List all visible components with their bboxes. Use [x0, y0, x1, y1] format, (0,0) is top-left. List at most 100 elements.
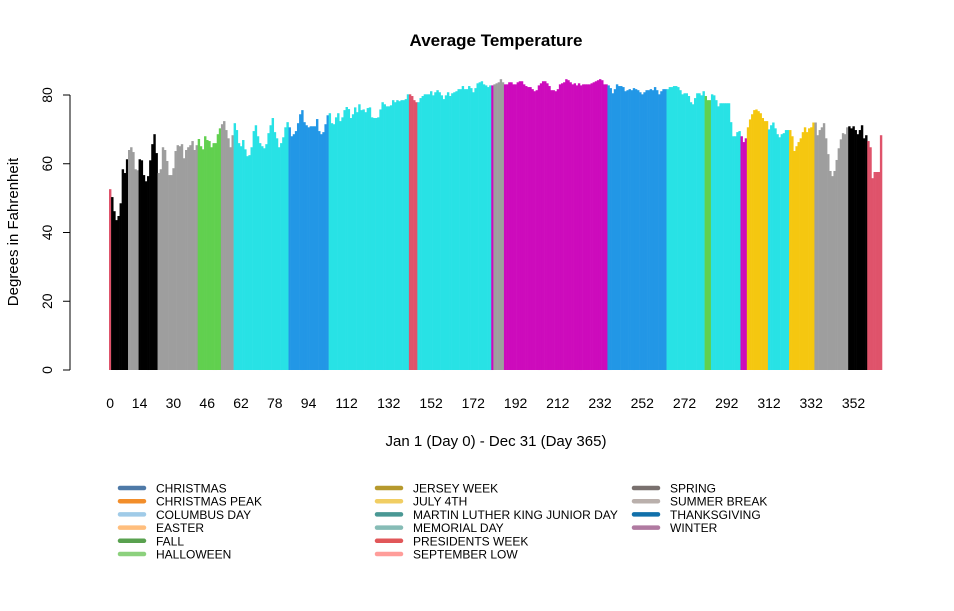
bar-day-22	[155, 153, 158, 370]
x-tick-label: 232	[588, 395, 612, 411]
bar-day-196	[522, 84, 526, 370]
bar-day-162	[451, 93, 454, 370]
bar-day-55	[225, 130, 228, 370]
bar-day-135	[394, 102, 397, 370]
bar-day-217	[567, 80, 570, 370]
bar-day-195	[520, 81, 524, 370]
bar-day-355	[858, 130, 862, 370]
x-tick-label: 152	[419, 395, 443, 411]
legend-label: JERSEY WEEK	[413, 482, 498, 496]
bar-day-5	[119, 203, 122, 370]
bar-day-286	[713, 95, 716, 370]
bar-day-246	[628, 89, 631, 370]
bar-day-177	[482, 84, 486, 370]
bar-day-139	[402, 100, 405, 370]
bar-day-209	[550, 90, 553, 370]
bar-day-335	[816, 135, 819, 370]
bar-day-287	[715, 100, 718, 370]
bar-day-198	[527, 87, 530, 370]
bar-day-174	[476, 83, 479, 370]
bar-day-125	[373, 118, 376, 370]
bar-day-102	[324, 124, 327, 370]
bar-day-326	[797, 142, 800, 370]
bar-day-15	[140, 160, 144, 370]
bar-day-346	[839, 139, 843, 370]
bar-day-206	[544, 81, 547, 370]
bar-day-232	[598, 79, 602, 370]
bar-day-338	[822, 123, 826, 370]
bar-day-89	[296, 123, 300, 370]
bar-day-199	[529, 87, 532, 370]
bar-day-46	[206, 140, 209, 370]
y-tick-label: 20	[39, 293, 55, 309]
bar-day-123	[368, 107, 372, 371]
x-tick-label: 94	[301, 395, 317, 411]
bar-day-361	[871, 178, 874, 370]
bar-day-138	[400, 100, 403, 370]
x-tick-label: 192	[504, 395, 528, 411]
bar-day-85	[288, 127, 291, 370]
bar-day-210	[552, 90, 555, 370]
bar-day-283	[706, 100, 710, 370]
bar-day-236	[607, 85, 610, 371]
bar-day-288	[717, 106, 720, 370]
bar-day-82	[282, 137, 285, 370]
bar-day-59	[233, 123, 237, 370]
bar-day-320	[784, 130, 788, 370]
bar-day-146	[417, 102, 420, 370]
bar-day-226	[586, 84, 589, 370]
legend-label: WINTER	[670, 521, 718, 535]
bar-day-108	[337, 113, 340, 370]
y-tick-label: 40	[39, 225, 55, 241]
bar-day-106	[332, 124, 336, 370]
bar-day-99	[318, 131, 321, 370]
bar-day-153	[432, 95, 435, 370]
bar-day-187	[503, 84, 507, 370]
bar-day-68	[252, 131, 256, 370]
bar-day-182	[493, 84, 496, 370]
bar-day-242	[620, 86, 623, 370]
legend-item: JULY 4TH	[374, 495, 467, 509]
bar-day-131	[385, 106, 389, 370]
bar-day-81	[280, 143, 283, 371]
bar-day-51	[216, 134, 220, 370]
bar-day-0	[109, 189, 112, 370]
bar-day-158	[442, 99, 446, 371]
bar-day-169	[465, 89, 469, 370]
bar-day-9	[128, 150, 131, 370]
bar-day-186	[501, 82, 505, 370]
bar-day-344	[835, 159, 838, 370]
bar-day-40	[193, 150, 196, 370]
bar-day-117	[356, 112, 359, 370]
bar-day-175	[478, 82, 482, 370]
bar-day-69	[254, 125, 258, 370]
bar-day-72	[261, 146, 264, 370]
bar-day-298	[738, 131, 741, 370]
legend-item: JERSEY WEEK	[374, 482, 498, 496]
bar-day-238	[611, 93, 615, 370]
bar-day-12	[134, 169, 137, 370]
bar-day-45	[204, 136, 207, 370]
bar-day-329	[803, 127, 807, 370]
legend-label: SEPTEMBER LOW	[413, 548, 518, 562]
bar-day-253	[643, 92, 646, 370]
bar-day-319	[782, 133, 786, 370]
x-tick-label: 132	[377, 395, 401, 411]
bar-day-272	[683, 93, 686, 370]
bar-day-292	[725, 103, 729, 370]
bar-day-351	[850, 128, 853, 370]
bar-day-275	[689, 102, 693, 370]
bar-day-20	[151, 144, 154, 370]
bar-day-58	[231, 135, 234, 370]
bar-day-257	[651, 90, 655, 370]
bar-day-324	[793, 151, 796, 370]
bar-day-254	[645, 90, 648, 370]
y-axis-title: Degrees in Fahrenheit	[5, 157, 22, 306]
bar-day-337	[820, 127, 824, 370]
bar-day-221	[575, 85, 579, 371]
x-tick-label: 172	[462, 395, 486, 411]
bar-day-130	[383, 104, 386, 370]
bar-day-13	[136, 170, 139, 370]
bar-day-300	[742, 142, 746, 370]
bar-day-181	[491, 85, 494, 371]
